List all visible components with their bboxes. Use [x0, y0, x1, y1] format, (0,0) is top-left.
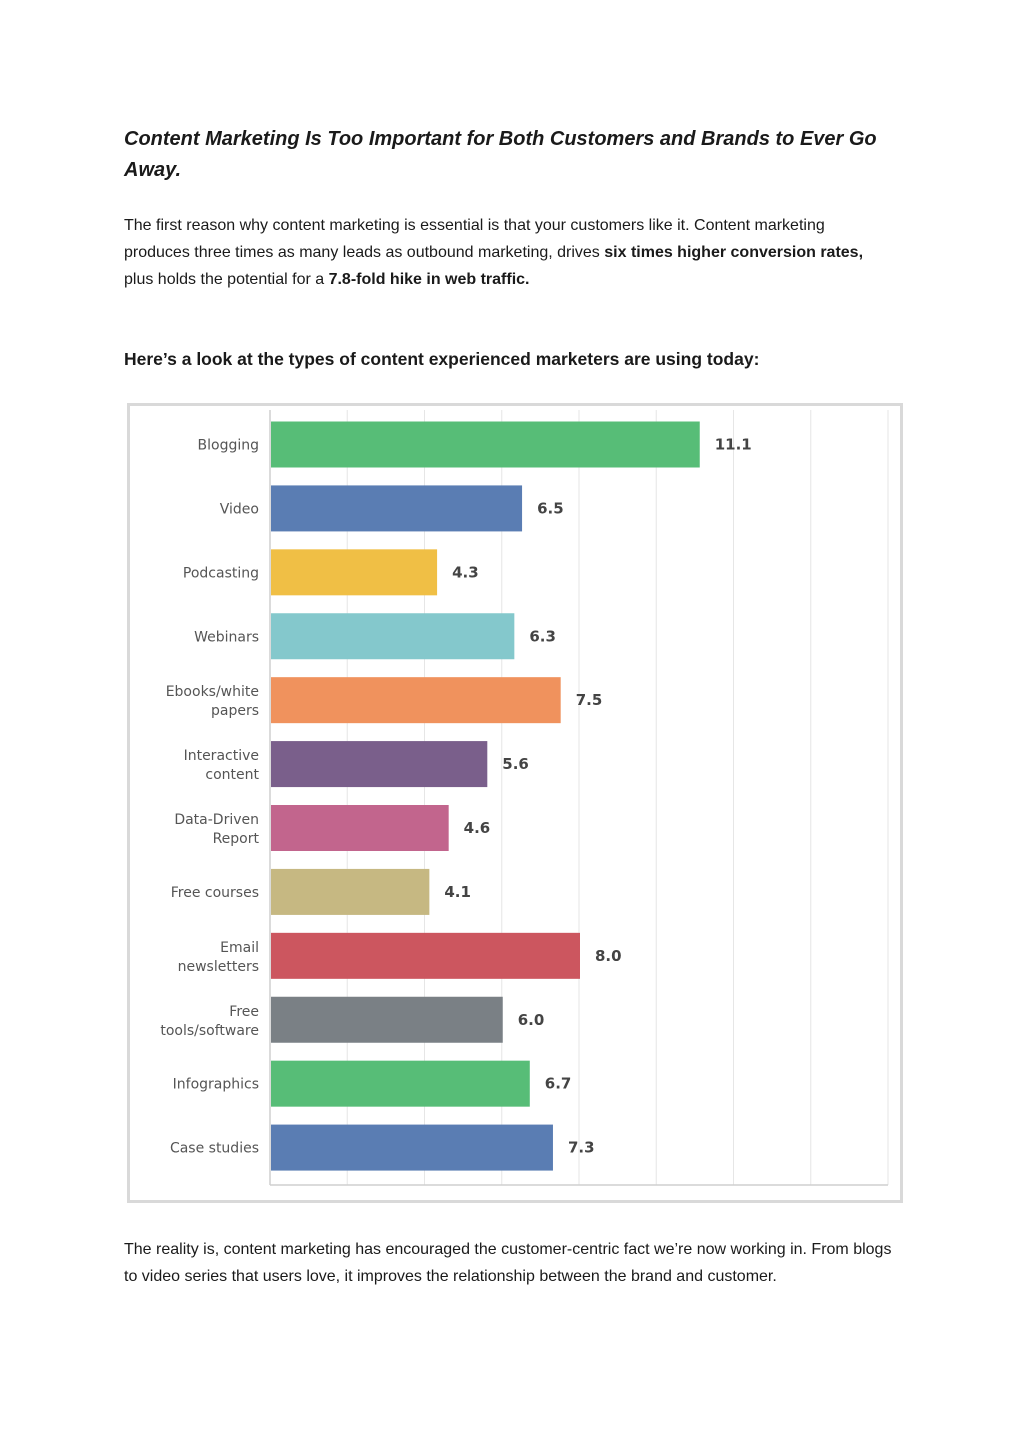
value-label: 11.1 — [715, 436, 752, 454]
category-label: Ebooks/white — [166, 684, 259, 700]
bar — [271, 932, 580, 979]
bar — [271, 1060, 530, 1107]
value-label: 6.3 — [529, 627, 556, 645]
intro-bold-conversion: six times higher conversion rates, — [604, 244, 864, 261]
category-label: tools/software — [160, 1023, 259, 1039]
bar — [271, 613, 515, 660]
intro-text-2: plus holds the potential for a — [124, 271, 329, 288]
closing-paragraph: The reality is, content marketing has en… — [124, 1241, 892, 1285]
bar — [271, 805, 449, 851]
category-label: content — [205, 767, 259, 783]
value-label: 4.6 — [464, 819, 491, 837]
chart-intro-heading: Here’s a look at the types of content ex… — [124, 349, 760, 369]
category-label: Podcasting — [183, 565, 259, 581]
bar — [271, 996, 503, 1043]
value-label: 8.0 — [595, 947, 622, 965]
intro-text-1: The first reason why content marketing i… — [124, 217, 825, 261]
bar-chart-frame: 11.1 Blogging 6.5 Video 4.3 Podcasting 6.3 Webi… — [127, 403, 903, 1203]
value-label: 6.7 — [545, 1075, 572, 1093]
category-label: papers — [211, 703, 259, 719]
category-label: Free courses — [171, 885, 259, 901]
bar — [271, 421, 700, 468]
bar — [271, 549, 438, 596]
category-label: Data-Driven — [174, 812, 259, 828]
intro-paragraph: The first reason why content marketing i… — [124, 212, 894, 293]
content-types-bar-chart: 11.1 Blogging 6.5 Video 4.3 Podcasting 6.3 Webi… — [160, 410, 889, 1186]
value-label: 6.5 — [537, 499, 564, 517]
category-label: Case studies — [170, 1141, 259, 1157]
value-label: 6.0 — [518, 1011, 545, 1029]
bar — [271, 1124, 553, 1171]
intro-bold-traffic: 7.8-fold hike in web traffic. — [328, 271, 530, 288]
bar — [271, 741, 488, 788]
category-label: Webinars — [194, 629, 259, 645]
category-label: Interactive — [184, 748, 259, 764]
category-label: Infographics — [173, 1077, 259, 1093]
value-label: 4.3 — [452, 563, 479, 581]
value-label: 7.3 — [568, 1139, 595, 1157]
category-label: newsletters — [178, 959, 259, 975]
category-label: Blogging — [198, 438, 259, 454]
category-label: Free — [229, 1004, 259, 1020]
category-label: Email — [220, 940, 259, 956]
category-label: Video — [220, 501, 259, 517]
article-title: Content Marketing Is Too Important for B… — [124, 128, 877, 181]
bar — [271, 485, 523, 532]
bar — [271, 868, 430, 915]
value-label: 5.6 — [502, 755, 529, 773]
value-label: 7.5 — [576, 691, 603, 709]
category-label: Report — [213, 831, 260, 847]
bar — [271, 677, 561, 724]
value-label: 4.1 — [444, 883, 471, 901]
